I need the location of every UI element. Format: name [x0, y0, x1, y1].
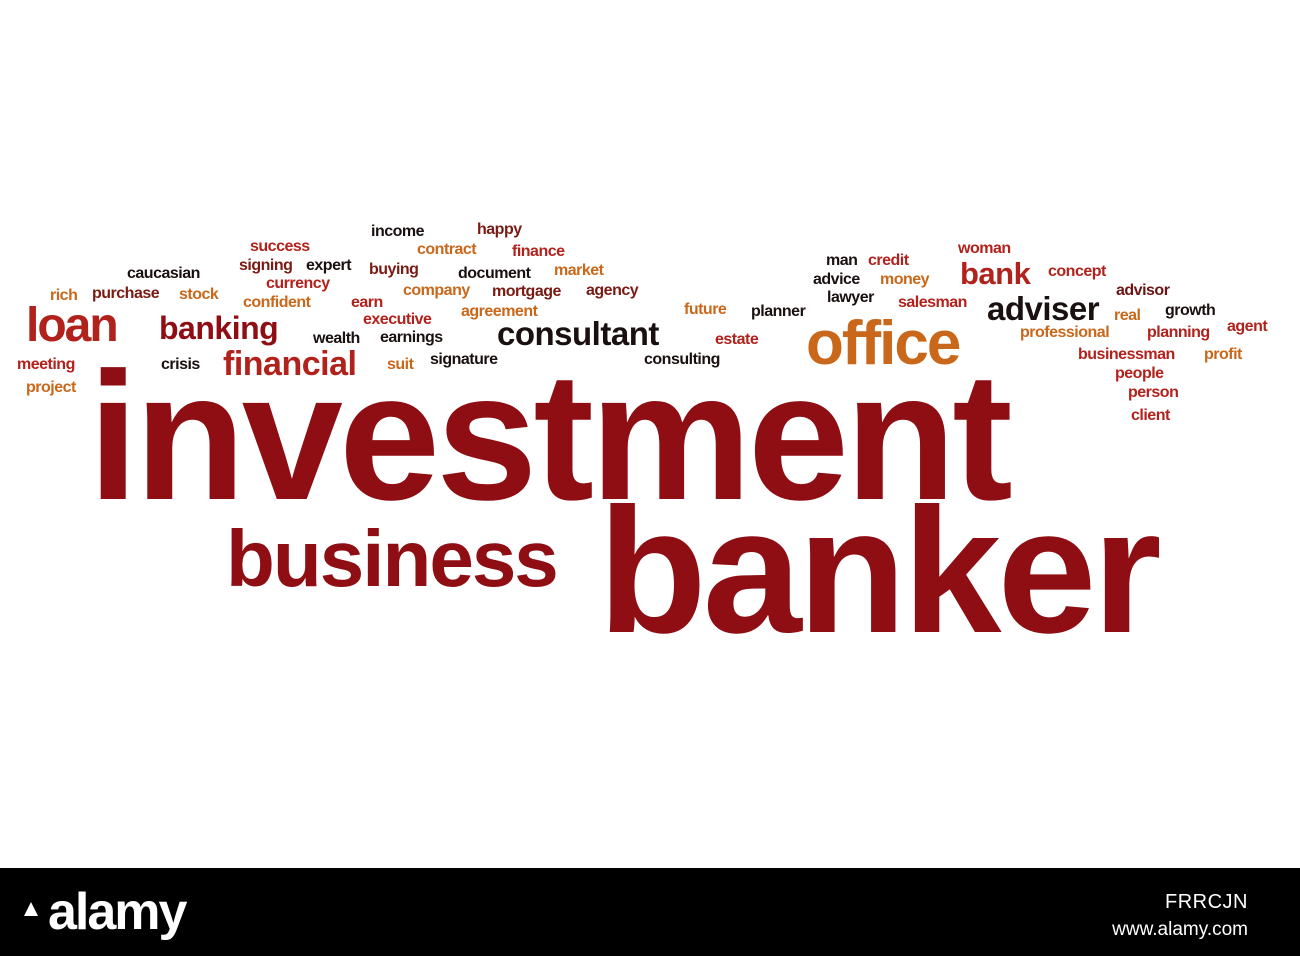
- word-businessman: businessman: [1078, 346, 1175, 363]
- word-happy: happy: [477, 221, 522, 238]
- word-agreement: agreement: [461, 303, 538, 320]
- word-mortgage: mortgage: [492, 283, 561, 300]
- word-earnings: earnings: [380, 329, 443, 346]
- word-investment: investment: [88, 334, 1013, 538]
- word-woman: woman: [958, 240, 1011, 257]
- word-bank: bank: [960, 256, 1031, 291]
- word-people: people: [1115, 365, 1164, 382]
- word-contract: contract: [417, 241, 477, 258]
- word-advisor: advisor: [1116, 282, 1170, 299]
- word-wealth: wealth: [313, 330, 360, 347]
- site-url: www.alamy.com: [1112, 919, 1248, 940]
- word-currency: currency: [266, 275, 330, 292]
- word-document: document: [458, 265, 531, 282]
- word-stock: stock: [179, 286, 219, 303]
- word-person: person: [1128, 384, 1179, 401]
- word-planner: planner: [751, 303, 806, 320]
- word-caucasian: caucasian: [127, 265, 200, 282]
- word-market: market: [554, 262, 604, 279]
- word-signing: signing: [239, 257, 293, 274]
- word-lawyer: lawyer: [827, 289, 874, 306]
- word-concept: concept: [1048, 263, 1106, 280]
- watermark-footer: alamy FRRCJN www.alamy.com: [0, 868, 1300, 956]
- word-rich: rich: [50, 287, 78, 304]
- word-business: business: [226, 514, 559, 603]
- alamy-logo-icon: [24, 902, 38, 916]
- word-banking: banking: [159, 310, 279, 346]
- word-profit: profit: [1204, 346, 1242, 363]
- word-financial: financial: [223, 345, 357, 383]
- image-id: FRRCJN: [1165, 891, 1248, 913]
- word-salesman: salesman: [898, 294, 967, 311]
- word-client: client: [1131, 407, 1170, 424]
- word-money: money: [880, 271, 930, 288]
- word-expert: expert: [306, 257, 352, 274]
- word-consulting: consulting: [644, 351, 720, 368]
- word-advice: advice: [813, 271, 860, 288]
- word-banker: banker: [598, 471, 1162, 670]
- word-purchase: purchase: [92, 285, 160, 302]
- word-confident: confident: [243, 294, 311, 311]
- word-adviser: adviser: [987, 290, 1100, 327]
- word-consultant: consultant: [497, 315, 659, 352]
- word-cloud: investment banker business office loan c…: [17, 221, 1268, 670]
- word-real: real: [1114, 307, 1141, 324]
- word-growth: growth: [1165, 302, 1216, 319]
- word-future: future: [684, 301, 727, 318]
- word-earn: earn: [351, 294, 383, 311]
- word-company: company: [403, 282, 470, 299]
- alamy-logo: alamy: [48, 883, 187, 941]
- word-project: project: [26, 379, 76, 396]
- word-success: success: [250, 238, 310, 255]
- word-suit: suit: [387, 356, 414, 373]
- word-executive: executive: [363, 311, 432, 328]
- word-man: man: [826, 252, 858, 269]
- word-estate: estate: [715, 331, 759, 348]
- word-office: office: [806, 309, 961, 378]
- word-meeting: meeting: [17, 356, 75, 373]
- word-finance: finance: [512, 243, 565, 260]
- word-crisis: crisis: [161, 356, 200, 373]
- word-agent: agent: [1227, 318, 1268, 335]
- word-planning: planning: [1147, 324, 1210, 341]
- word-income: income: [371, 223, 425, 240]
- word-agency: agency: [586, 282, 639, 299]
- word-professional: professional: [1020, 324, 1110, 341]
- word-credit: credit: [868, 252, 909, 269]
- word-signature: signature: [430, 351, 498, 368]
- word-buying: buying: [369, 261, 419, 278]
- word-loan: loan: [26, 299, 119, 352]
